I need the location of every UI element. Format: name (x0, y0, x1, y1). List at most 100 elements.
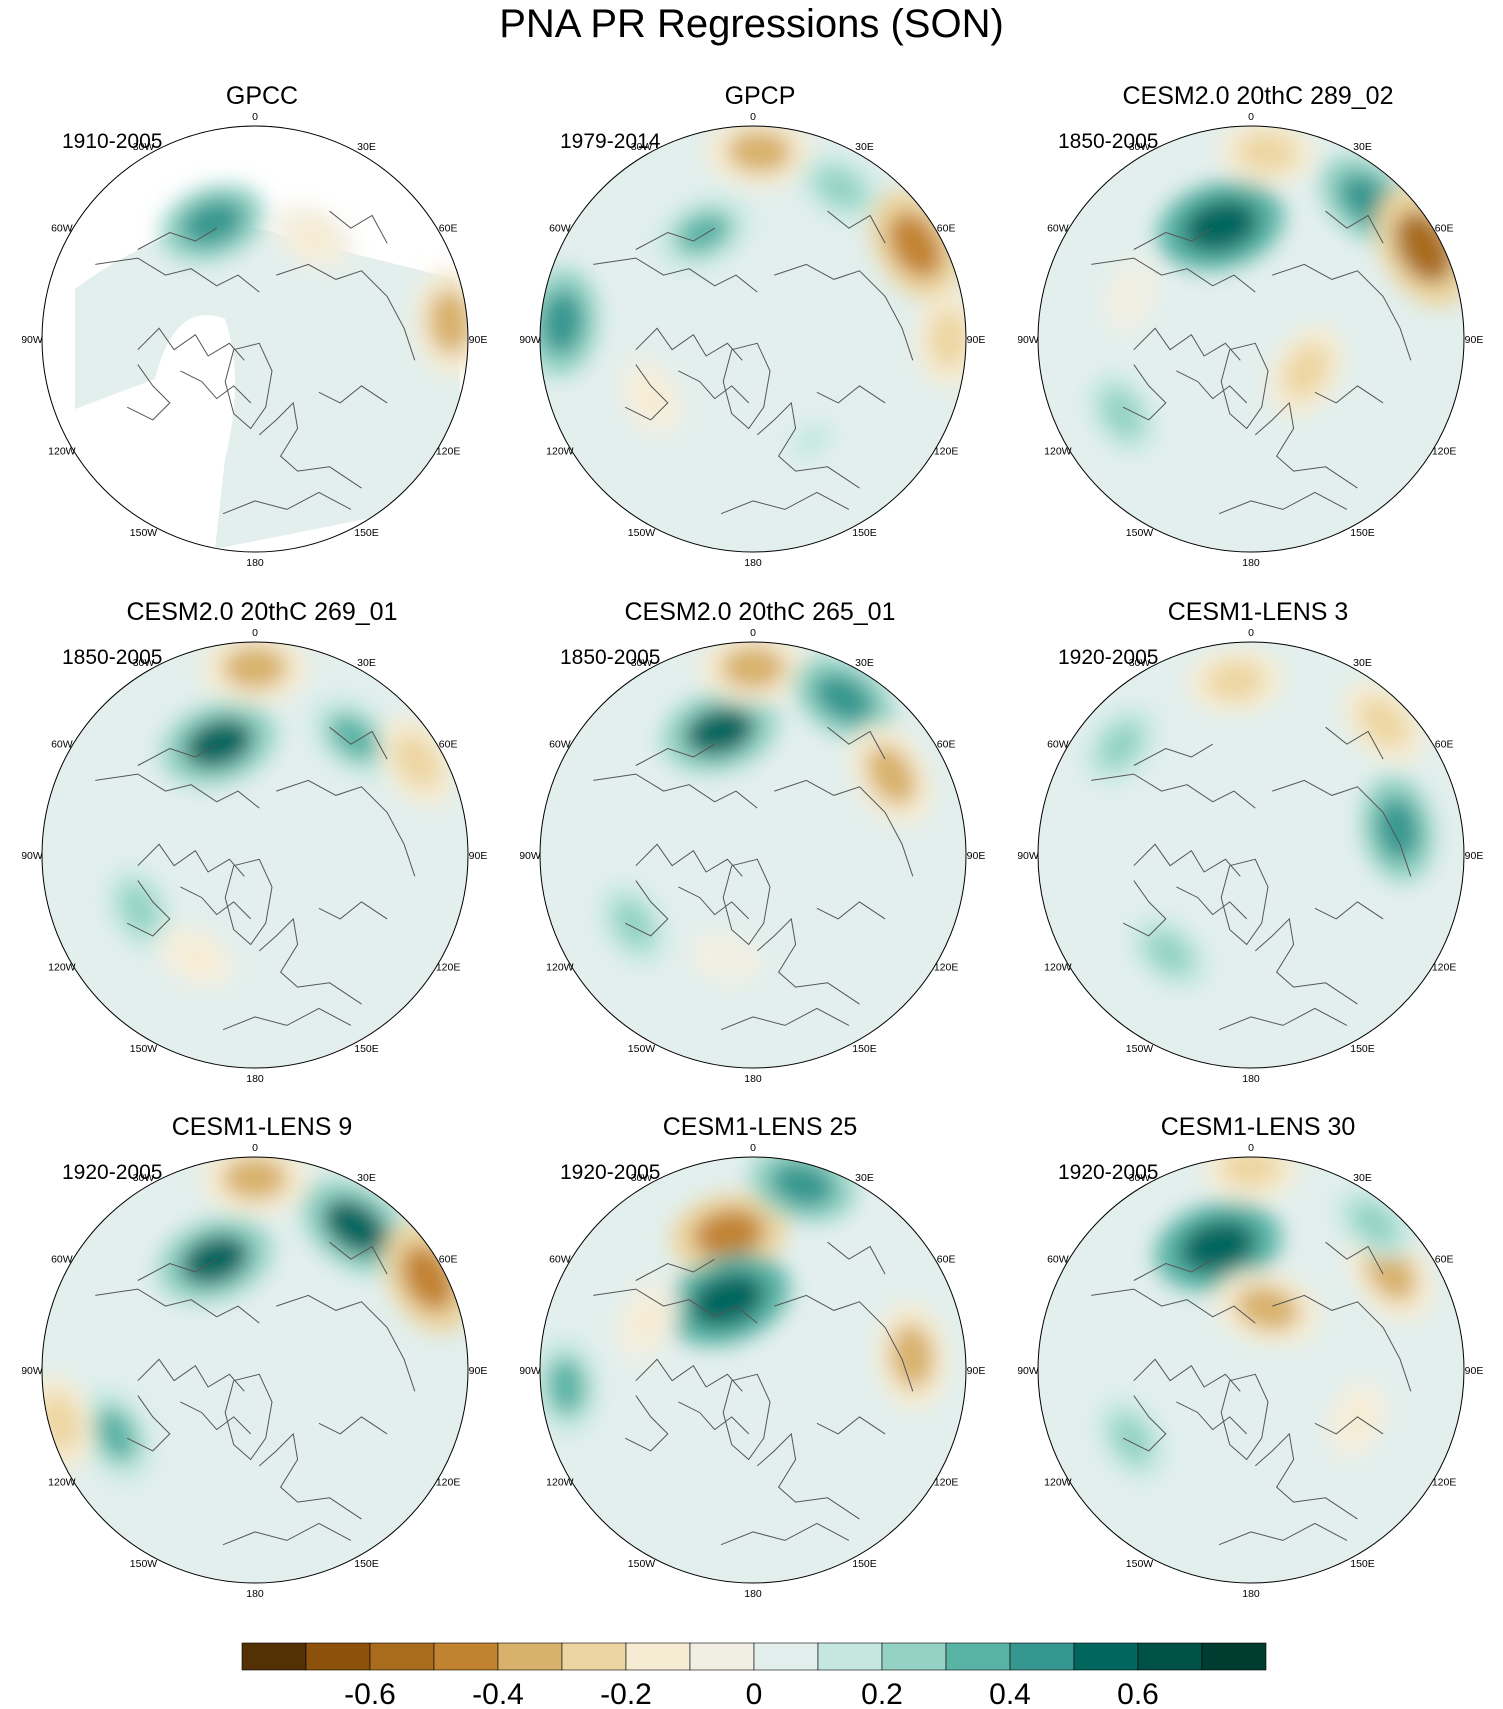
map-background (540, 126, 966, 552)
longitude-label: 30E (357, 1172, 376, 1184)
map-background (540, 1157, 966, 1583)
longitude-label: 150E (1350, 1558, 1375, 1570)
longitude-label: 90E (1465, 850, 1484, 862)
coastline (635, 327, 743, 361)
longitude-label: 120E (436, 446, 461, 458)
longitude-label: 150W (628, 1558, 656, 1570)
map-border (539, 125, 967, 553)
longitude-label: 60E (937, 1254, 956, 1266)
longitude-label: 90E (1465, 1365, 1484, 1377)
anomaly-core (816, 167, 865, 208)
coastline (1133, 1258, 1213, 1281)
anomaly-core (1337, 1394, 1377, 1445)
panel-period: 1920-2005 (62, 1161, 163, 1184)
longitude-label: 90E (469, 850, 488, 862)
longitude-label: 60W (51, 223, 73, 235)
coastline (1133, 227, 1213, 250)
colorbar-bin (497, 1642, 563, 1671)
longitude-label: 120E (934, 446, 959, 458)
panel-title: CESM2.0 20thC 289_02 (1122, 82, 1394, 110)
colorbar: -0.6 -0.4 -0.2 0 0.2 0.4 0.6 (241, 1642, 1267, 1709)
anomaly-core (94, 1407, 138, 1463)
coastline (1122, 1395, 1167, 1452)
panel-period: 1850-2005 (560, 646, 661, 669)
colorbar-bin (881, 1642, 947, 1671)
coastline (137, 227, 217, 250)
coastline (1176, 370, 1248, 404)
longitude-label: 120E (436, 962, 461, 974)
anomaly-core (1375, 796, 1420, 862)
coastline (678, 1401, 750, 1435)
coastline (1176, 886, 1248, 920)
coastline (126, 880, 171, 937)
anomaly-core (1206, 661, 1265, 701)
longitude-label: 150E (354, 1558, 379, 1570)
colorbar-bin (817, 1642, 883, 1671)
panel-period: 1920-2005 (560, 1161, 661, 1184)
panel-title: CESM1-LENS 30 (1160, 1113, 1356, 1141)
longitude-label: 120E (1432, 1477, 1457, 1489)
coastline (827, 210, 886, 244)
longitude-label: 90W (1018, 1365, 1039, 1377)
longitude-label: 60W (549, 223, 571, 235)
anomaly-core (627, 1295, 667, 1346)
longitude-label: 180 (246, 557, 264, 569)
longitude-label: 90W (1018, 850, 1039, 862)
anomaly-core (428, 289, 468, 355)
longitude-label: 60E (439, 223, 458, 235)
anomaly-core (1111, 1415, 1152, 1464)
longitude-label: 90E (967, 850, 986, 862)
coastline (593, 1288, 758, 1324)
anomaly-core (866, 745, 917, 806)
coastline (276, 1294, 416, 1392)
longitude-label: 150E (1350, 1043, 1375, 1055)
colorbar-bin (1137, 1642, 1203, 1671)
anomaly-core (222, 645, 288, 690)
coastline (1314, 1416, 1384, 1435)
colorbar-label: -0.2 (600, 1678, 652, 1709)
longitude-label: 120W (1044, 446, 1072, 458)
coastline (1325, 210, 1384, 244)
coastline (1314, 901, 1384, 920)
coastline (1091, 257, 1256, 293)
coastline (258, 917, 362, 1005)
panel-period: 1920-2005 (1058, 1161, 1159, 1184)
longitude-label: 60E (1435, 1254, 1454, 1266)
coastline (1218, 491, 1348, 515)
anomaly-core (540, 289, 584, 355)
colorbar-label: 0.4 (989, 1678, 1031, 1709)
anomaly-core (1179, 1219, 1256, 1274)
coastline (1133, 327, 1241, 361)
coastline (95, 257, 260, 293)
longitude-label: 0 (750, 111, 756, 123)
longitude-label: 0 (1248, 1142, 1254, 1154)
coastline (180, 370, 252, 404)
coastline (635, 1358, 743, 1392)
colorbar-bin (1073, 1642, 1139, 1671)
longitude-label: 90E (1465, 334, 1484, 346)
coastline (774, 779, 914, 877)
panel-title: GPCC (225, 82, 299, 110)
longitude-label: 60W (1047, 1254, 1069, 1266)
longitude-label: 60W (549, 1254, 571, 1266)
colorbar-bin (561, 1642, 627, 1671)
longitude-label: 150E (354, 527, 379, 539)
longitude-label: 30E (1353, 1172, 1372, 1184)
longitude-label: 60W (51, 739, 73, 751)
colorbar-bin (433, 1642, 499, 1671)
coastline (774, 263, 914, 361)
longitude-label: 120E (934, 962, 959, 974)
map-border (41, 1156, 469, 1584)
coastline (756, 401, 860, 489)
coastline (720, 1007, 850, 1031)
panel-title: CESM1-LENS 9 (171, 1113, 353, 1141)
longitude-label: 90E (469, 1365, 488, 1377)
coastline (137, 1258, 217, 1281)
coastline (1272, 1294, 1412, 1392)
coastline (774, 1294, 914, 1392)
colorbar-bin (753, 1642, 819, 1671)
longitude-label: 60W (1047, 223, 1069, 235)
longitude-label: 30E (855, 657, 874, 669)
longitude-label: 0 (252, 111, 258, 123)
longitude-label: 150W (628, 1043, 656, 1055)
